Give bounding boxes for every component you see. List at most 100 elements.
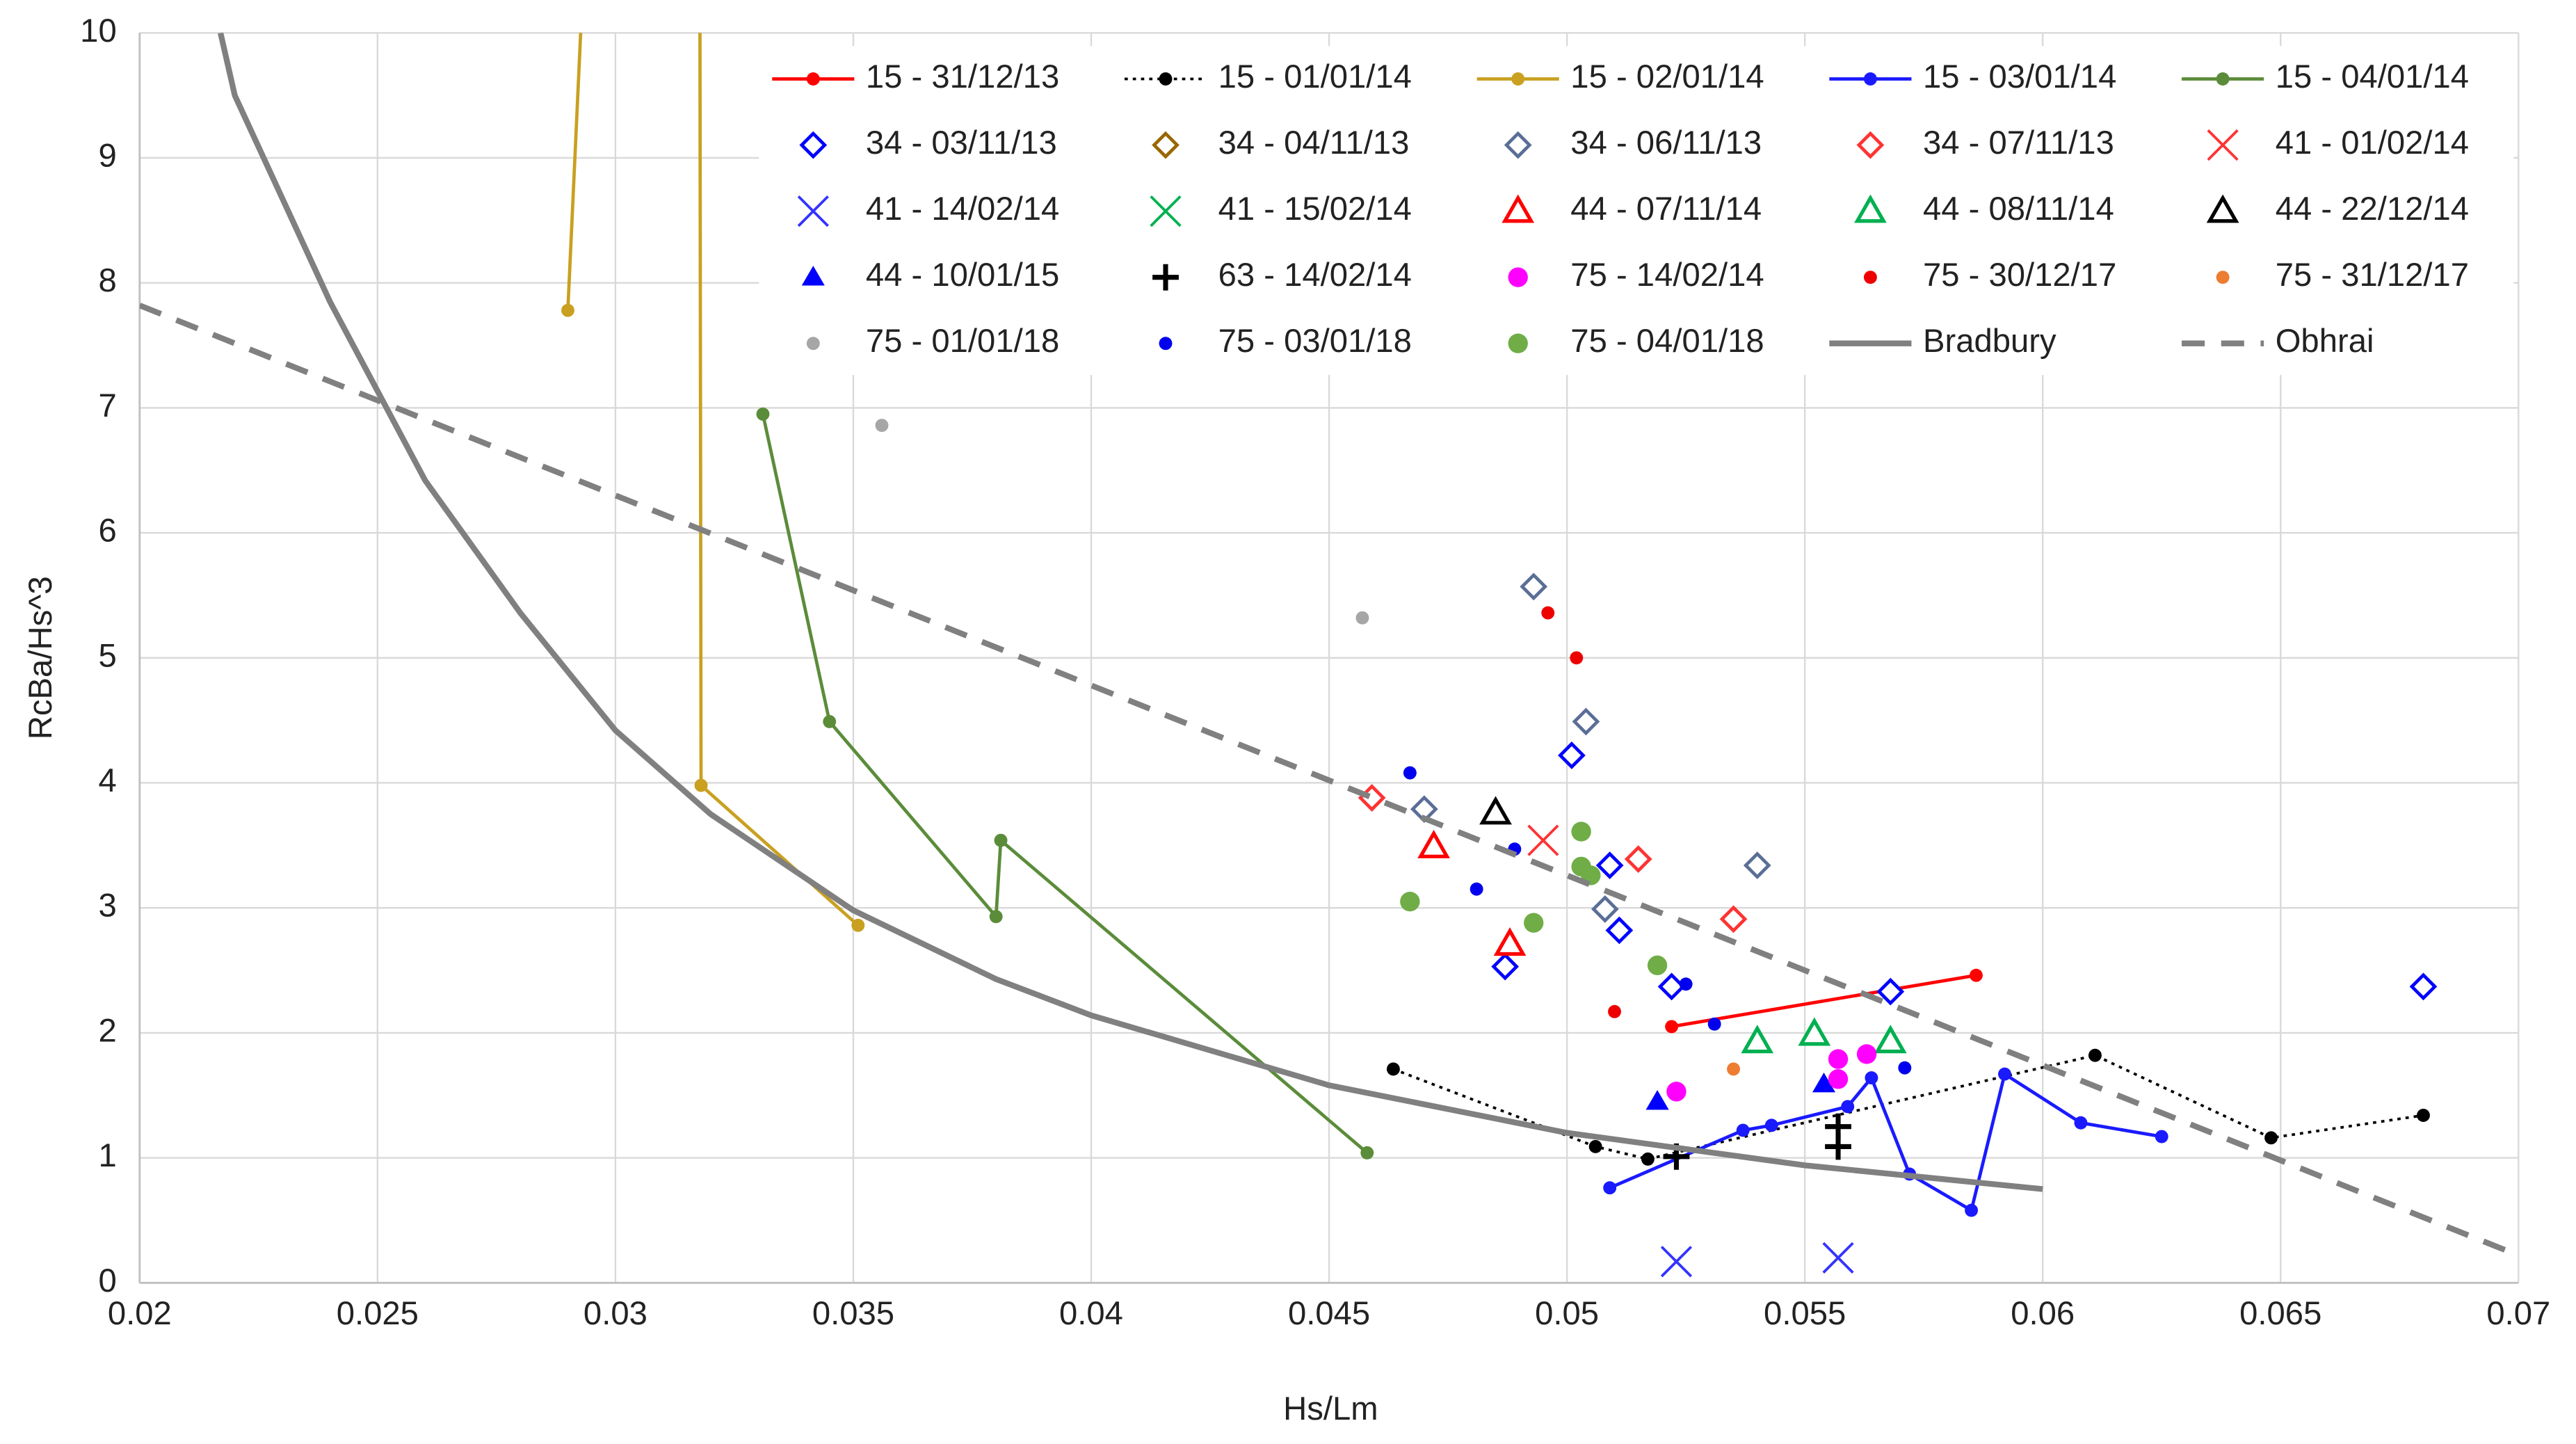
legend-marker: [1863, 271, 1877, 284]
x-tick-label: 0.07: [2486, 1295, 2550, 1332]
legend-label: 41 - 14/02/14: [866, 191, 1059, 227]
legend-label: 75 - 31/12/17: [2276, 257, 2469, 294]
y-tick-label: 8: [98, 262, 116, 299]
point: [1865, 1071, 1878, 1085]
legend-label: Bradbury: [1923, 323, 2056, 360]
y-tick-label: 2: [98, 1012, 116, 1049]
point: [1665, 1020, 1679, 1034]
point: [875, 419, 889, 433]
legend-marker: [801, 266, 825, 286]
x-tick-label: 0.065: [2239, 1295, 2321, 1332]
legend-marker: [1508, 333, 1528, 353]
point: [1660, 1246, 1693, 1278]
point: [1493, 927, 1527, 956]
x-tick-label: 0.03: [583, 1295, 647, 1332]
legend-label: 75 - 04/01/18: [1570, 323, 1764, 360]
series-line: [566, 33, 860, 927]
point: [1998, 1067, 2011, 1081]
point: [1841, 1100, 1855, 1114]
point: [1828, 1049, 1849, 1069]
legend-marker: [806, 72, 820, 86]
point: [1828, 1069, 1849, 1089]
point: [1572, 707, 1600, 736]
x-tick-label: 0.04: [1059, 1295, 1123, 1332]
series-line: [139, 303, 2519, 1258]
point: [1491, 952, 1520, 981]
point: [561, 303, 574, 317]
series-line: [1609, 1072, 2162, 1212]
legend-label: 15 - 01/01/14: [1218, 58, 1412, 95]
legend-label: 75 - 14/02/14: [1570, 257, 1764, 294]
legend-label: 44 - 08/11/14: [1923, 191, 2114, 227]
legend-marker: [1159, 337, 1173, 351]
point: [1403, 766, 1417, 780]
legend-marker: [1854, 194, 1887, 223]
legend-marker: [1152, 131, 1180, 159]
point: [1591, 895, 1619, 923]
point: [1798, 1017, 1831, 1046]
point: [1719, 905, 1748, 933]
legend-marker: [799, 131, 828, 159]
legend-label: 44 - 10/01/15: [866, 257, 1059, 294]
point: [1541, 606, 1555, 620]
legend-label: 75 - 30/12/17: [1923, 257, 2116, 294]
y-tick-label: 0: [98, 1262, 116, 1299]
legend-label: 34 - 07/11/13: [1923, 125, 2114, 161]
legend-label: 15 - 04/01/14: [2276, 58, 2469, 95]
point: [1874, 1025, 1907, 1054]
y-tick-label: 4: [98, 762, 116, 799]
point: [2417, 1109, 2430, 1122]
point: [1479, 796, 1512, 825]
legend-marker: [797, 195, 829, 227]
series-line: [1671, 973, 1977, 1029]
legend-marker: [2216, 271, 2230, 284]
y-tick-label: 5: [98, 637, 116, 674]
point: [1570, 651, 1584, 665]
point: [823, 714, 837, 728]
point: [1386, 1062, 1400, 1076]
legend-label: 44 - 07/11/14: [1570, 191, 1762, 227]
legend-marker: [1159, 72, 1173, 86]
point: [851, 918, 865, 932]
y-tick-label: 10: [80, 13, 117, 49]
point: [2074, 1116, 2088, 1130]
point: [1898, 1061, 1912, 1075]
point: [1645, 1090, 1669, 1110]
legend-marker: [2206, 194, 2239, 223]
legend-label: 34 - 04/11/13: [1218, 125, 1410, 161]
point: [2155, 1130, 2168, 1144]
point: [1856, 1044, 1877, 1064]
legend-label: 34 - 03/11/13: [866, 125, 1057, 161]
legend-label: 75 - 01/01/18: [866, 323, 1059, 360]
point: [1588, 1139, 1602, 1153]
legend-label: 15 - 03/01/14: [1923, 58, 2116, 95]
y-tick-label: 6: [98, 513, 116, 549]
legend-label: Obhrai: [2276, 323, 2374, 360]
y-tick-label: 1: [98, 1137, 116, 1174]
legend-label: 15 - 31/12/13: [866, 58, 1059, 95]
x-tick-label: 0.025: [337, 1295, 419, 1332]
legend-marker: [806, 337, 820, 351]
point: [2088, 1048, 2102, 1062]
x-tick-label: 0.045: [1288, 1295, 1370, 1332]
legend: 15 - 31/12/13 15 - 01/01/14 15 - 02/01/14 1…: [759, 46, 2514, 376]
legend-marker: [1502, 194, 1535, 223]
point: [1400, 892, 1420, 912]
x-tick-label: 0.02: [108, 1295, 172, 1332]
x-tick-label: 0.05: [1535, 1295, 1599, 1332]
point: [1741, 1025, 1774, 1054]
legend-label: 44 - 22/12/14: [2276, 191, 2469, 227]
point: [1524, 913, 1544, 933]
point: [1608, 1004, 1621, 1018]
plot-area: [139, 33, 2519, 1278]
point: [1605, 916, 1634, 945]
series-line: [218, 33, 2043, 1192]
point: [2264, 1131, 2278, 1145]
y-tick-label: 9: [98, 137, 116, 174]
legend-marker: [1508, 267, 1528, 287]
point: [1812, 1073, 1836, 1093]
point: [1743, 851, 1771, 879]
point: [1571, 821, 1591, 842]
